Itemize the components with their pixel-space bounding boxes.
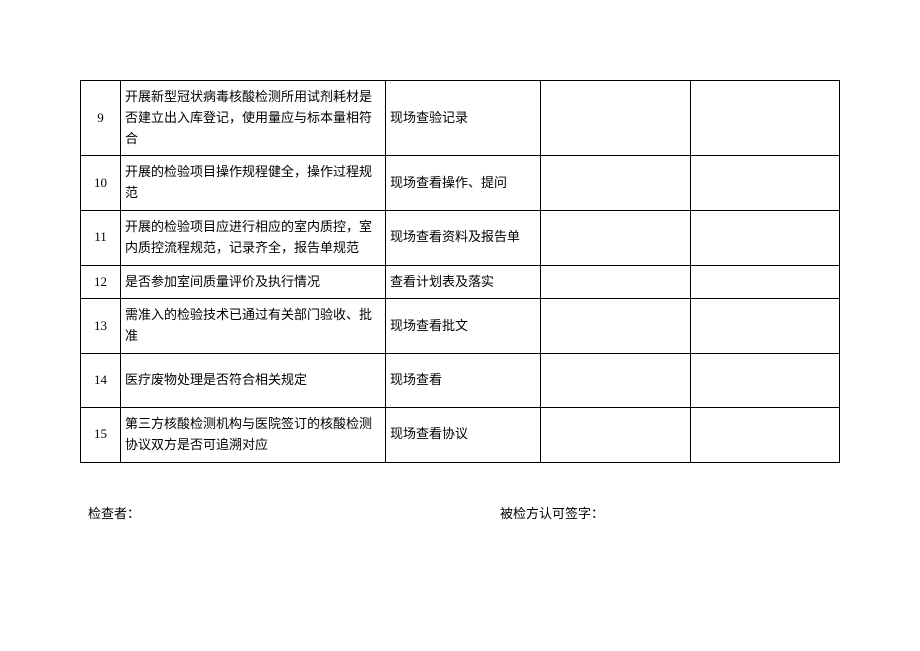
row-empty-1 bbox=[541, 265, 691, 299]
row-empty-1 bbox=[541, 407, 691, 462]
row-number: 10 bbox=[81, 156, 121, 211]
row-description: 需准入的检验技术已通过有关部门验收、批准 bbox=[121, 299, 386, 354]
row-number: 14 bbox=[81, 353, 121, 407]
row-description: 第三方核酸检测机构与医院签订的核酸检测协议双方是否可追溯对应 bbox=[121, 407, 386, 462]
row-description: 开展的检验项目应进行相应的室内质控，室内质控流程规范，记录齐全，报告单规范 bbox=[121, 210, 386, 265]
row-empty-2 bbox=[691, 265, 840, 299]
row-method: 现场查看协议 bbox=[386, 407, 541, 462]
row-method: 现场查看操作、提问 bbox=[386, 156, 541, 211]
row-method: 现场查验记录 bbox=[386, 81, 541, 156]
row-method: 现场查看批文 bbox=[386, 299, 541, 354]
row-description: 医疗废物处理是否符合相关规定 bbox=[121, 353, 386, 407]
row-empty-2 bbox=[691, 407, 840, 462]
row-empty-1 bbox=[541, 353, 691, 407]
row-description: 是否参加室间质量评价及执行情况 bbox=[121, 265, 386, 299]
checker-label: 检查者： bbox=[88, 503, 140, 522]
row-empty-1 bbox=[541, 210, 691, 265]
row-empty-2 bbox=[691, 299, 840, 354]
row-empty-2 bbox=[691, 210, 840, 265]
row-number: 13 bbox=[81, 299, 121, 354]
row-empty-2 bbox=[691, 353, 840, 407]
row-empty-1 bbox=[541, 156, 691, 211]
signature-row: 检查者： 被检方认可签字： bbox=[80, 503, 840, 522]
table-row: 14医疗废物处理是否符合相关规定现场查看 bbox=[81, 353, 840, 407]
table-row: 10开展的检验项目操作规程健全，操作过程规范现场查看操作、提问 bbox=[81, 156, 840, 211]
table-row: 12是否参加室间质量评价及执行情况查看计划表及落实 bbox=[81, 265, 840, 299]
row-empty-2 bbox=[691, 81, 840, 156]
table-row: 11开展的检验项目应进行相应的室内质控，室内质控流程规范，记录齐全，报告单规范现… bbox=[81, 210, 840, 265]
confirm-label: 被检方认可签字： bbox=[500, 503, 604, 522]
row-number: 15 bbox=[81, 407, 121, 462]
row-number: 9 bbox=[81, 81, 121, 156]
row-empty-2 bbox=[691, 156, 840, 211]
row-description: 开展新型冠状病毒核酸检测所用试剂耗材是否建立出入库登记，使用量应与标本量相符合 bbox=[121, 81, 386, 156]
row-method: 现场查看资料及报告单 bbox=[386, 210, 541, 265]
row-empty-1 bbox=[541, 81, 691, 156]
row-method: 查看计划表及落实 bbox=[386, 265, 541, 299]
row-number: 11 bbox=[81, 210, 121, 265]
row-method: 现场查看 bbox=[386, 353, 541, 407]
table-row: 9开展新型冠状病毒核酸检测所用试剂耗材是否建立出入库登记，使用量应与标本量相符合… bbox=[81, 81, 840, 156]
row-empty-1 bbox=[541, 299, 691, 354]
row-description: 开展的检验项目操作规程健全，操作过程规范 bbox=[121, 156, 386, 211]
inspection-table: 9开展新型冠状病毒核酸检测所用试剂耗材是否建立出入库登记，使用量应与标本量相符合… bbox=[80, 80, 840, 463]
row-number: 12 bbox=[81, 265, 121, 299]
table-row: 13需准入的检验技术已通过有关部门验收、批准现场查看批文 bbox=[81, 299, 840, 354]
table-row: 15第三方核酸检测机构与医院签订的核酸检测协议双方是否可追溯对应现场查看协议 bbox=[81, 407, 840, 462]
